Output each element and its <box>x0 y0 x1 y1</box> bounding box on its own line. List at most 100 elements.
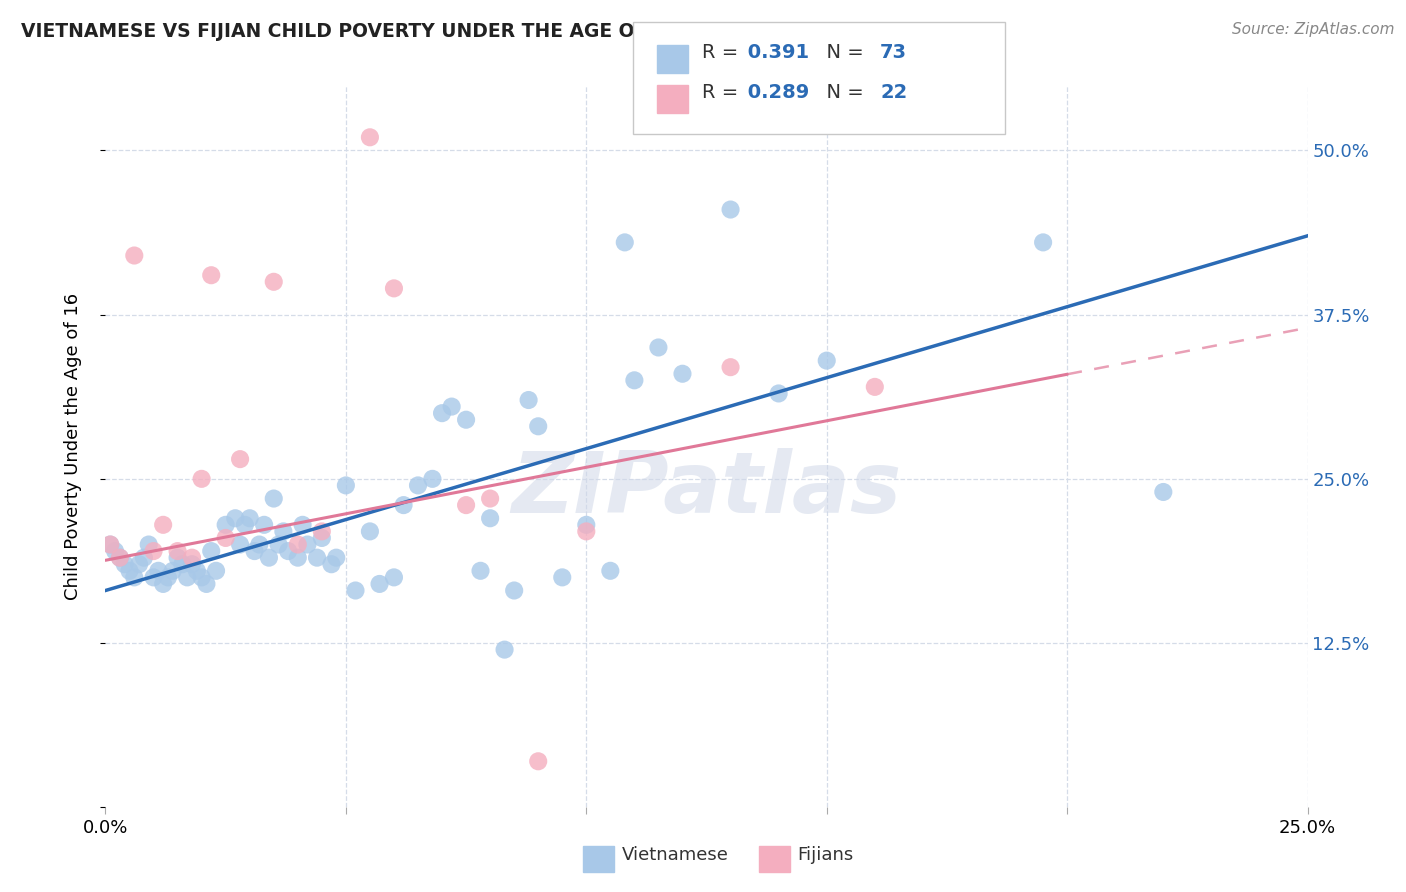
Point <box>128 558 150 572</box>
Point <box>257 550 280 565</box>
Point <box>162 564 184 578</box>
Point <box>454 413 477 427</box>
Point <box>359 130 381 145</box>
Point <box>118 564 141 578</box>
Point <box>108 550 131 565</box>
Text: 0.289: 0.289 <box>741 83 810 102</box>
Point <box>517 392 540 407</box>
Point <box>195 577 218 591</box>
Point <box>200 268 222 283</box>
Point <box>297 537 319 551</box>
Point <box>479 491 502 506</box>
Point <box>287 537 309 551</box>
Point <box>138 537 160 551</box>
Point <box>768 386 790 401</box>
Point <box>368 577 391 591</box>
Point <box>311 524 333 539</box>
Point <box>321 558 343 572</box>
Text: ZIPatlas: ZIPatlas <box>512 448 901 531</box>
Point <box>98 537 121 551</box>
Y-axis label: Child Poverty Under the Age of 16: Child Poverty Under the Age of 16 <box>63 293 82 599</box>
Point <box>430 406 453 420</box>
Point <box>190 472 212 486</box>
Point <box>263 275 285 289</box>
Point <box>166 550 188 565</box>
Point <box>305 550 328 565</box>
Point <box>104 544 127 558</box>
Point <box>263 491 285 506</box>
Point <box>454 498 477 512</box>
Point <box>181 550 204 565</box>
Text: R =: R = <box>702 43 744 62</box>
Point <box>503 583 526 598</box>
Point <box>623 373 645 387</box>
Point <box>863 380 886 394</box>
Point <box>887 91 910 105</box>
Point <box>311 531 333 545</box>
Point <box>108 550 131 565</box>
Point <box>291 517 314 532</box>
Point <box>720 360 742 375</box>
Point <box>247 537 270 551</box>
Point <box>229 537 252 551</box>
Point <box>815 353 838 368</box>
Point <box>273 524 295 539</box>
Text: 73: 73 <box>880 43 907 62</box>
Point <box>172 558 194 572</box>
Text: N =: N = <box>814 83 870 102</box>
Point <box>132 550 155 565</box>
Text: Vietnamese: Vietnamese <box>621 846 728 863</box>
Point <box>406 478 429 492</box>
Text: N =: N = <box>814 43 870 62</box>
Text: 0.391: 0.391 <box>741 43 808 62</box>
Point <box>494 642 516 657</box>
Point <box>186 564 208 578</box>
Point <box>253 517 276 532</box>
Point <box>148 564 170 578</box>
Point <box>335 478 357 492</box>
Point <box>166 544 188 558</box>
Point <box>181 558 204 572</box>
Point <box>277 544 299 558</box>
Point <box>479 511 502 525</box>
Point <box>152 517 174 532</box>
Text: Source: ZipAtlas.com: Source: ZipAtlas.com <box>1232 22 1395 37</box>
Point <box>325 550 347 565</box>
Point <box>671 367 693 381</box>
Point <box>200 544 222 558</box>
Point <box>422 472 444 486</box>
Point <box>575 517 598 532</box>
Point <box>142 544 165 558</box>
Point <box>233 517 256 532</box>
Point <box>382 281 405 295</box>
Point <box>551 570 574 584</box>
Point <box>1032 235 1054 250</box>
Text: 22: 22 <box>880 83 907 102</box>
Point <box>142 570 165 584</box>
Point <box>720 202 742 217</box>
Point <box>527 754 550 768</box>
Point <box>382 570 405 584</box>
Point <box>98 537 121 551</box>
Point <box>243 544 266 558</box>
Point <box>1152 485 1174 500</box>
Point <box>239 511 262 525</box>
Point <box>156 570 179 584</box>
Point <box>114 558 136 572</box>
Point <box>190 570 212 584</box>
Text: R =: R = <box>702 83 744 102</box>
Point <box>392 498 415 512</box>
Point <box>124 570 146 584</box>
Point <box>287 550 309 565</box>
Point <box>359 524 381 539</box>
Point <box>613 235 636 250</box>
Point <box>470 564 492 578</box>
Point <box>599 564 621 578</box>
Point <box>344 583 367 598</box>
Text: Fijians: Fijians <box>797 846 853 863</box>
Point <box>205 564 228 578</box>
Text: VIETNAMESE VS FIJIAN CHILD POVERTY UNDER THE AGE OF 16 CORRELATION CHART: VIETNAMESE VS FIJIAN CHILD POVERTY UNDER… <box>21 22 911 41</box>
Point <box>267 537 290 551</box>
Point <box>214 517 236 532</box>
Point <box>647 341 669 355</box>
